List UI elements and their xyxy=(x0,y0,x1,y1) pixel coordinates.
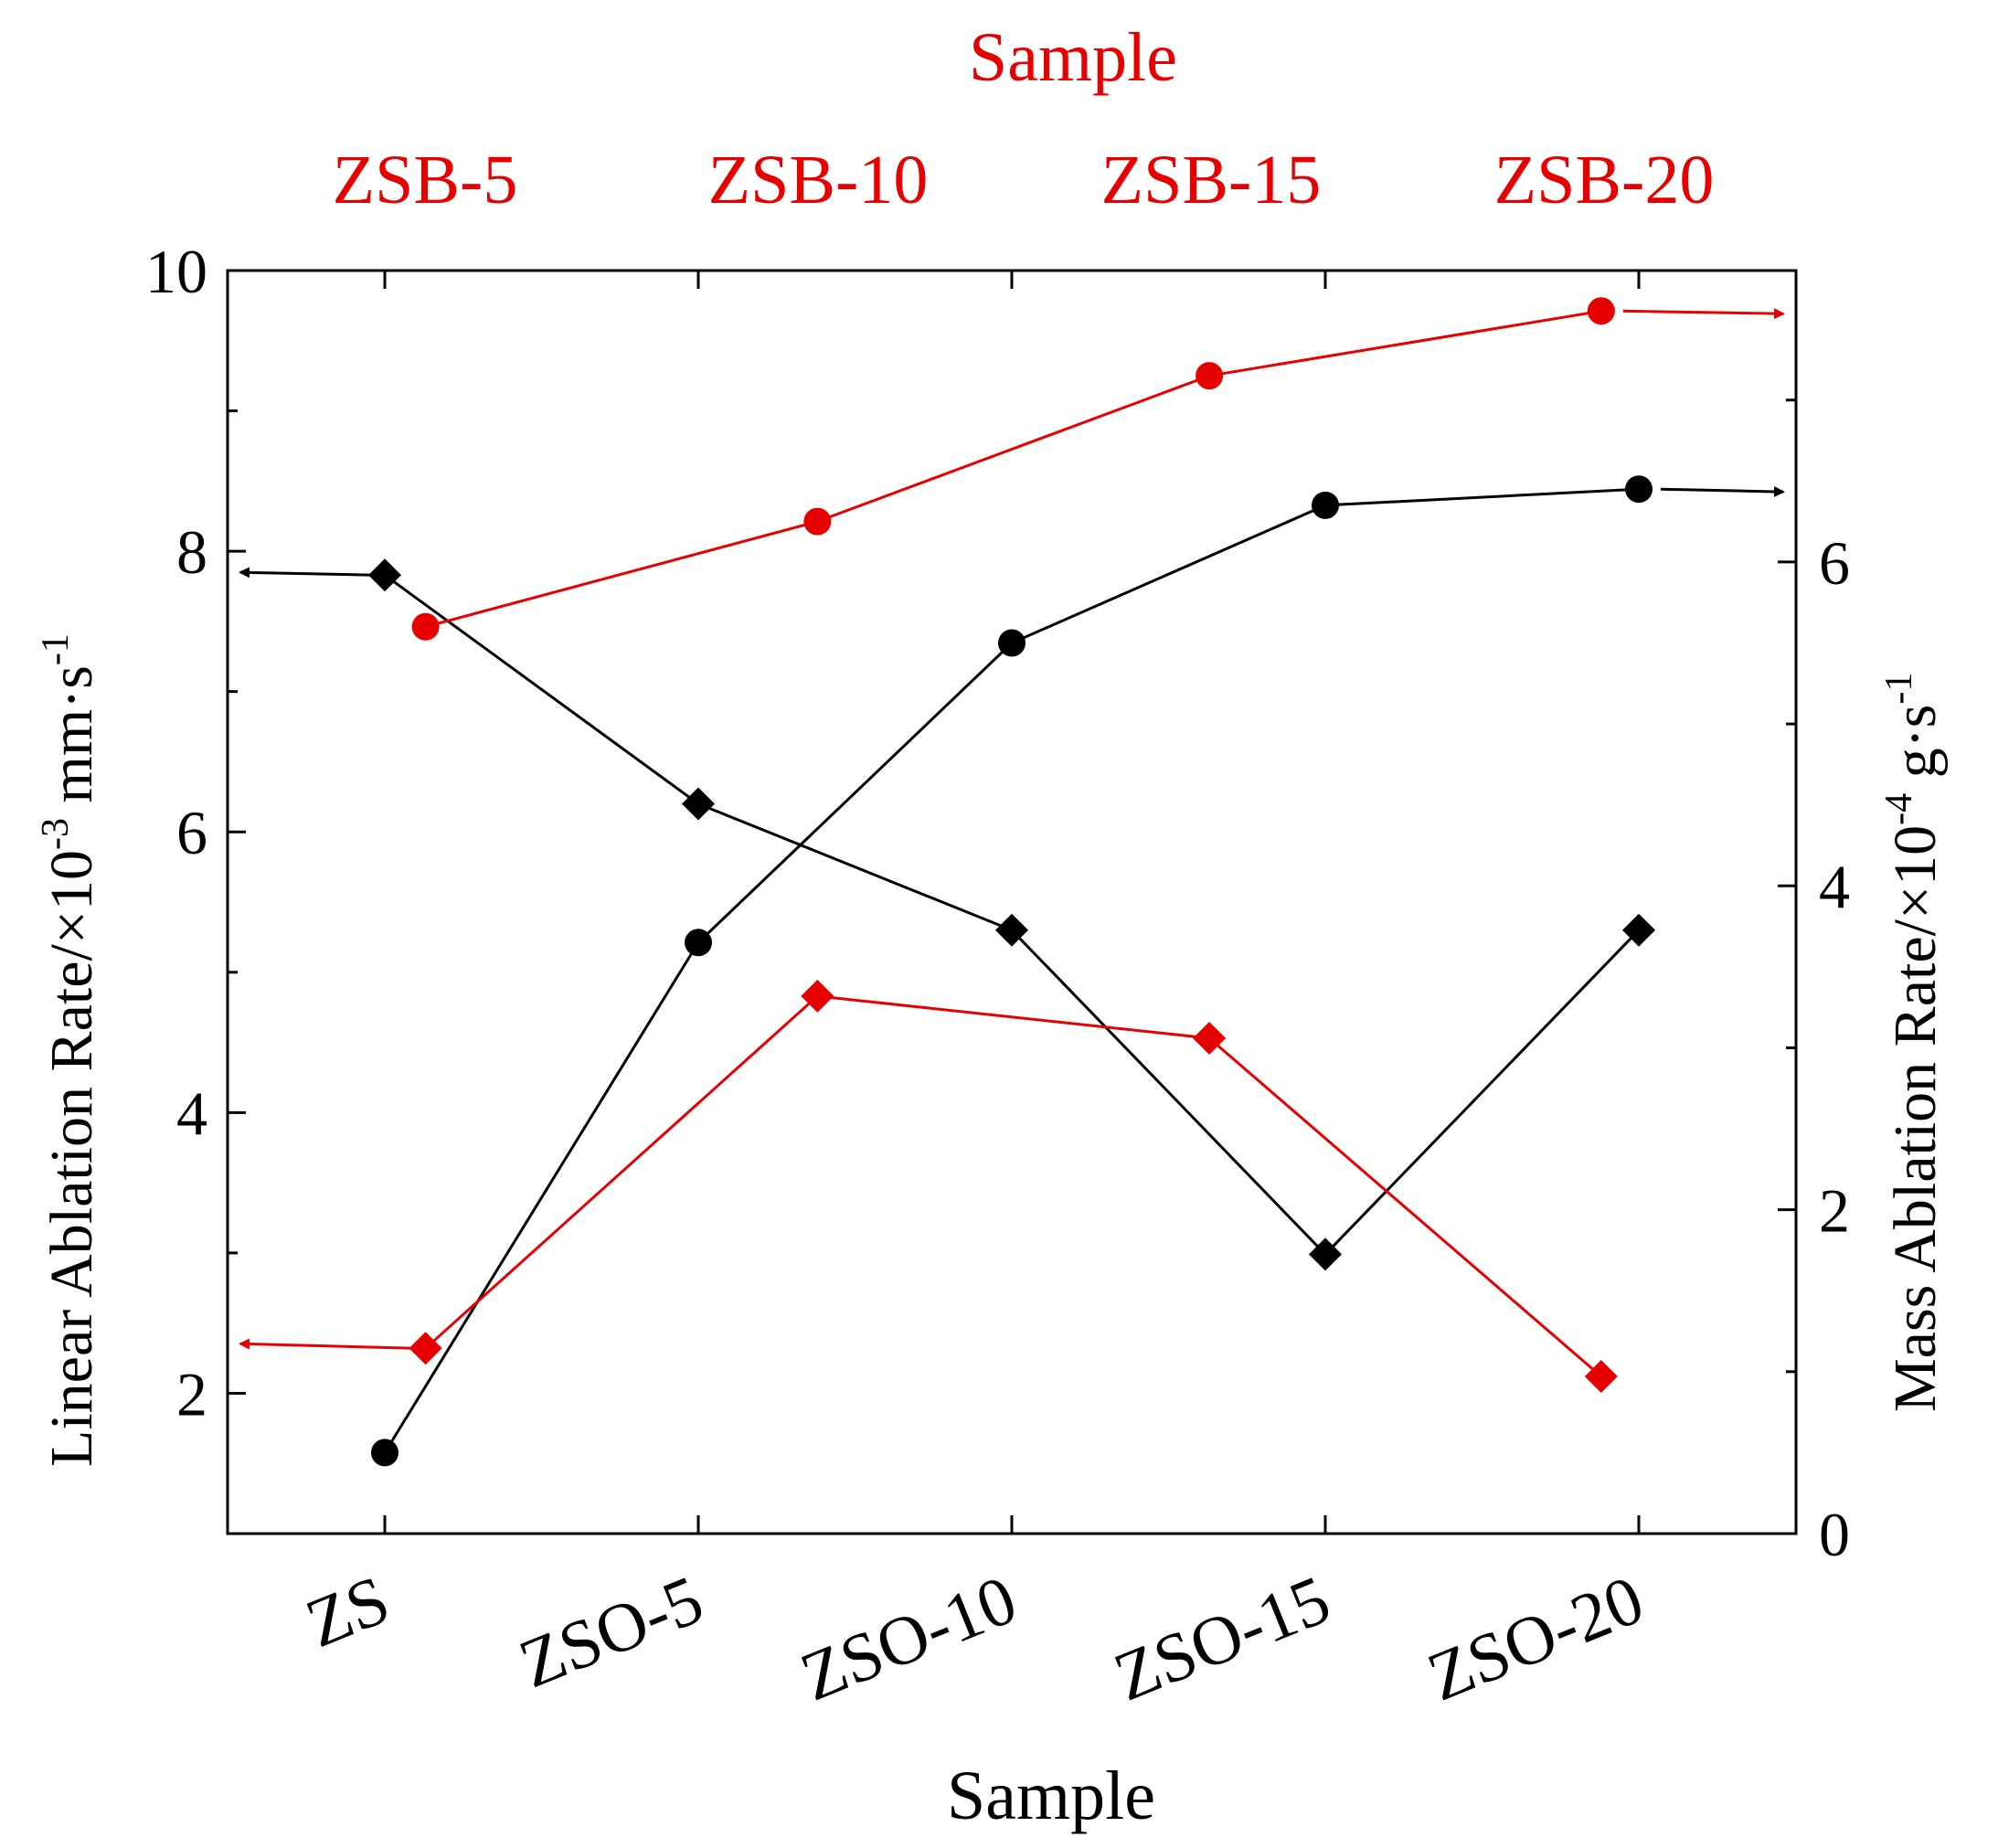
y-tick-label: 10 xyxy=(145,237,207,306)
data-point xyxy=(1587,297,1615,325)
y-axis-title-unit-exponent: -1 xyxy=(35,633,77,665)
series-line xyxy=(425,309,1602,629)
y2-tick-label: 2 xyxy=(1819,1176,1850,1246)
y2-axis-title-exponent: -4 xyxy=(1878,793,1920,825)
x-tick-label: ZS xyxy=(296,1561,400,1662)
axis-pointer-arrow xyxy=(239,1338,415,1350)
x-tick-label: ZSO-15 xyxy=(1104,1561,1341,1716)
data-point xyxy=(411,612,440,641)
data-point xyxy=(1309,1237,1342,1271)
data-point xyxy=(1312,491,1339,519)
data-point xyxy=(371,1439,399,1467)
axis-pointer-arrow xyxy=(239,567,375,579)
series-line xyxy=(424,994,1602,1378)
y2-axis-title: Mass Ablation Rate/×10-4 g·s-1 xyxy=(1878,673,1949,1412)
data-point xyxy=(1584,1360,1618,1394)
top-tick-label: ZSB-10 xyxy=(708,142,929,218)
y2-axis-title-main: Mass Ablation Rate/×10 xyxy=(1882,825,1949,1412)
y-axis-title: Linear Ablation Rate/×10-3 mm·s-1 xyxy=(35,633,105,1467)
x-tick-label: ZSO-10 xyxy=(791,1561,1027,1716)
data-point xyxy=(803,507,832,536)
y-tick-label: 6 xyxy=(176,798,207,867)
axis-pointer-arrow xyxy=(1622,308,1785,320)
data-point xyxy=(682,787,715,821)
data-point xyxy=(801,979,834,1013)
top-axis-title: Sample xyxy=(969,19,1177,96)
y-tick-label: 2 xyxy=(176,1359,207,1428)
x-axis-title: Sample xyxy=(947,1758,1155,1834)
data-point xyxy=(368,558,401,592)
data-point xyxy=(995,913,1028,947)
data-point xyxy=(1196,362,1224,390)
y2-tick-label: 6 xyxy=(1819,528,1850,598)
top-tick-label: ZSB-20 xyxy=(1494,142,1715,218)
y-axis-title-exponent: -3 xyxy=(35,818,77,850)
y2-tick-label: 4 xyxy=(1819,852,1850,921)
y-tick-label: 8 xyxy=(176,517,207,587)
y2-axis-title-unit-exponent: -1 xyxy=(1878,673,1920,705)
y-axis-title-unit: mm·s xyxy=(38,665,105,818)
data-point xyxy=(1622,913,1655,947)
y2-tick-label: 0 xyxy=(1819,1500,1850,1569)
data-point xyxy=(998,629,1026,657)
y2-axis-title-unit: g·s xyxy=(1882,705,1949,793)
top-tick-label: ZSB-5 xyxy=(333,142,518,218)
plot-frame xyxy=(226,269,1798,1535)
y-tick-label: 4 xyxy=(176,1078,207,1148)
y-axis-title-main: Linear Ablation Rate/×10 xyxy=(38,850,105,1467)
axis-pointer-arrow xyxy=(1660,485,1785,497)
data-point xyxy=(1193,1021,1227,1055)
top-tick-label: ZSB-15 xyxy=(1101,142,1322,218)
x-tick-label: ZSO-5 xyxy=(509,1561,713,1703)
data-point xyxy=(685,929,712,957)
data-point xyxy=(1625,475,1653,504)
data-point xyxy=(409,1332,442,1365)
x-tick-label: ZSO-20 xyxy=(1418,1561,1654,1716)
